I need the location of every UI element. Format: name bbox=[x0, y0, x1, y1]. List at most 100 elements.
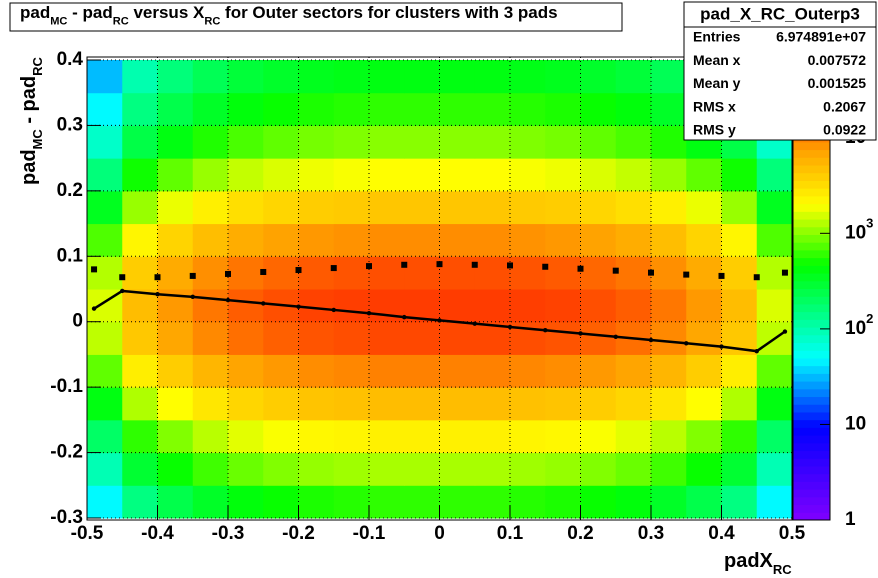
point bbox=[683, 271, 690, 278]
y-tick-label: 0.1 bbox=[57, 245, 84, 266]
x-tick-label: -0.2 bbox=[282, 523, 315, 544]
heat-cell bbox=[580, 289, 617, 323]
colorbar-cell bbox=[793, 450, 830, 459]
heat-cell bbox=[157, 321, 194, 355]
heat-cell bbox=[756, 158, 793, 192]
heat-cell bbox=[369, 190, 405, 225]
heat-cell bbox=[228, 387, 264, 421]
heat-cell bbox=[298, 158, 335, 192]
heat-cell bbox=[192, 60, 229, 94]
heat-cell bbox=[721, 289, 758, 323]
stats-value: 0.001525 bbox=[808, 75, 867, 91]
heat-cell bbox=[157, 485, 194, 519]
z-tick-base: 1 bbox=[845, 509, 856, 530]
heat-cell bbox=[298, 321, 335, 355]
heat-cell bbox=[298, 256, 335, 290]
heat-cell bbox=[580, 387, 617, 421]
heat-cell bbox=[87, 485, 123, 519]
heat-cell bbox=[510, 125, 546, 159]
heat-cell bbox=[651, 354, 687, 388]
stats-label: Mean y bbox=[693, 75, 741, 91]
heat-cell bbox=[580, 158, 617, 192]
label-part: pad bbox=[18, 149, 40, 185]
heat-cell bbox=[439, 125, 476, 159]
heat-cell bbox=[404, 223, 440, 257]
heat-cell bbox=[439, 223, 476, 257]
colorbar-cell bbox=[793, 172, 830, 181]
point bbox=[119, 274, 126, 281]
point bbox=[296, 304, 301, 309]
point bbox=[402, 314, 407, 320]
heat-cell bbox=[439, 92, 476, 126]
heat-cell bbox=[615, 92, 652, 126]
heat-cell bbox=[439, 256, 476, 290]
heat-cell bbox=[651, 223, 687, 257]
label-part: pad bbox=[20, 3, 50, 22]
heat-cell bbox=[369, 92, 405, 126]
colorbar-cell bbox=[793, 381, 830, 390]
colorbar-cell bbox=[793, 311, 830, 320]
colorbar-cell bbox=[793, 396, 830, 405]
point bbox=[260, 268, 267, 275]
heat-cell bbox=[545, 485, 581, 519]
heat-cell bbox=[545, 190, 581, 225]
heat-cell bbox=[192, 387, 229, 421]
heat-cell bbox=[87, 158, 123, 192]
heat-cell bbox=[228, 92, 264, 126]
heat-cell bbox=[615, 289, 652, 323]
point bbox=[684, 341, 689, 346]
heat-cell bbox=[651, 256, 687, 290]
heat-cell bbox=[228, 60, 264, 94]
heat-cell bbox=[545, 452, 581, 486]
z-tick-base: 10 bbox=[845, 222, 866, 243]
colorbar-cell bbox=[793, 427, 830, 436]
heat-cell bbox=[298, 223, 335, 257]
point bbox=[753, 274, 760, 281]
z-tick-label: 1 bbox=[845, 509, 856, 530]
y-tick-label: -0.2 bbox=[50, 442, 83, 463]
heat-cell bbox=[263, 223, 299, 257]
heat-cell bbox=[87, 60, 123, 94]
heat-cell bbox=[474, 158, 511, 192]
heat-cell bbox=[369, 419, 405, 454]
heat-cell bbox=[122, 60, 158, 94]
point bbox=[437, 318, 442, 323]
colorbar-cell bbox=[793, 327, 830, 336]
y-tick-label: 0.2 bbox=[57, 180, 83, 201]
heat-cell bbox=[404, 321, 440, 355]
heat-cell bbox=[369, 321, 405, 355]
colorbar-cell bbox=[793, 249, 830, 259]
heat-cell bbox=[756, 452, 793, 486]
heat-cell bbox=[545, 387, 581, 421]
heat-cell bbox=[404, 485, 440, 519]
colorbar-cell bbox=[793, 203, 830, 212]
heat-cell bbox=[580, 92, 617, 126]
colorbar-cell bbox=[793, 226, 830, 235]
heat-cell bbox=[474, 92, 511, 126]
subscript: MC bbox=[50, 16, 67, 28]
colorbar-cell bbox=[793, 288, 830, 297]
heat-cell bbox=[157, 354, 194, 388]
heat-cell bbox=[157, 387, 194, 421]
heat-cell bbox=[615, 190, 652, 225]
heat-cell bbox=[580, 452, 617, 486]
point bbox=[331, 307, 336, 313]
heat-cell bbox=[439, 321, 476, 355]
colorbar-cell bbox=[793, 211, 830, 220]
subscript: RC bbox=[204, 16, 220, 28]
heat-cell bbox=[545, 125, 581, 159]
heat-cell bbox=[580, 60, 617, 94]
heat-cell bbox=[263, 190, 299, 225]
chart-title: padMC - padRC versus XRC for Outer secto… bbox=[20, 3, 558, 27]
colorbar-cell bbox=[793, 265, 830, 274]
heat-cell bbox=[615, 60, 652, 94]
heat-cell bbox=[263, 452, 299, 486]
point bbox=[719, 344, 724, 349]
heat-cell bbox=[157, 92, 194, 126]
heat-cell bbox=[369, 125, 405, 159]
heat-cell bbox=[298, 419, 335, 454]
heat-cell bbox=[369, 60, 405, 94]
heat-cell bbox=[298, 387, 335, 421]
heat-cell bbox=[721, 190, 758, 225]
label-part: - pad bbox=[18, 76, 40, 129]
